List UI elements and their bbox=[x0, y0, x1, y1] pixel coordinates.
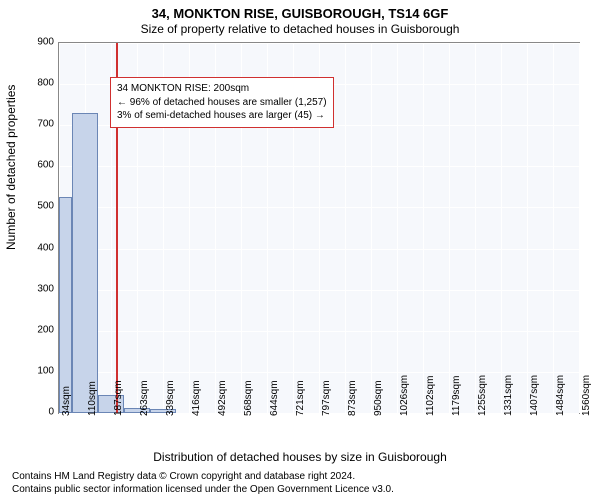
x-tick-label: 1026sqm bbox=[399, 375, 410, 416]
chart-container: 34, MONKTON RISE, GUISBOROUGH, TS14 6GF … bbox=[0, 0, 600, 500]
x-tick-label: 1331sqm bbox=[503, 375, 514, 416]
chart-subtitle: Size of property relative to detached ho… bbox=[0, 22, 600, 36]
x-tick-label: 492sqm bbox=[217, 380, 228, 416]
x-tick-label: 873sqm bbox=[347, 380, 358, 416]
x-tick-label: 1407sqm bbox=[529, 375, 540, 416]
gridline-h bbox=[59, 413, 579, 414]
footer-attribution: Contains HM Land Registry data © Crown c… bbox=[12, 471, 394, 496]
x-tick-label: 1179sqm bbox=[451, 376, 462, 416]
y-tick-label: 0 bbox=[48, 407, 54, 418]
gridline-v bbox=[553, 43, 554, 413]
y-tick-label: 100 bbox=[37, 365, 54, 376]
plot-area: 34 MONKTON RISE: 200sqm← 96% of detached… bbox=[58, 42, 580, 414]
y-tick-label: 500 bbox=[37, 201, 54, 212]
y-tick-label: 900 bbox=[37, 37, 54, 48]
gridline-v bbox=[501, 43, 502, 413]
callout-line2: ← 96% of detached houses are smaller (1,… bbox=[117, 96, 327, 110]
x-tick-label: 110sqm bbox=[87, 381, 98, 416]
gridline-v bbox=[527, 43, 528, 413]
y-tick-label: 600 bbox=[37, 160, 54, 171]
histogram-bar bbox=[59, 197, 72, 413]
callout-box: 34 MONKTON RISE: 200sqm← 96% of detached… bbox=[110, 77, 334, 128]
x-tick-label: 187sqm bbox=[113, 380, 124, 416]
y-tick-label: 300 bbox=[37, 283, 54, 294]
x-tick-label: 339sqm bbox=[165, 380, 176, 416]
gridline-v bbox=[371, 43, 372, 413]
gridline-v bbox=[397, 43, 398, 413]
chart-title: 34, MONKTON RISE, GUISBOROUGH, TS14 6GF bbox=[0, 6, 600, 21]
y-tick-label: 700 bbox=[37, 119, 54, 130]
x-tick-label: 416sqm bbox=[191, 380, 202, 416]
y-tick-label: 800 bbox=[37, 78, 54, 89]
x-tick-label: 1484sqm bbox=[555, 375, 566, 416]
x-tick-label: 721sqm bbox=[295, 380, 306, 416]
footer-line1: Contains HM Land Registry data © Crown c… bbox=[12, 471, 394, 484]
x-axis-label: Distribution of detached houses by size … bbox=[0, 450, 600, 464]
gridline-v bbox=[579, 43, 580, 413]
callout-line1: 34 MONKTON RISE: 200sqm bbox=[117, 82, 327, 96]
histogram-bar bbox=[72, 113, 98, 413]
x-tick-label: 644sqm bbox=[269, 380, 280, 416]
footer-line2: Contains public sector information licen… bbox=[12, 484, 394, 497]
x-tick-label: 1255sqm bbox=[477, 375, 488, 416]
x-tick-label: 568sqm bbox=[243, 380, 254, 416]
gridline-v bbox=[345, 43, 346, 413]
y-tick-label: 400 bbox=[37, 242, 54, 253]
x-tick-label: 1560sqm bbox=[581, 375, 592, 416]
gridline-v bbox=[449, 43, 450, 413]
x-tick-label: 34sqm bbox=[61, 386, 72, 416]
callout-line3: 3% of semi-detached houses are larger (4… bbox=[117, 109, 327, 123]
gridline-v bbox=[475, 43, 476, 413]
x-tick-label: 797sqm bbox=[321, 380, 332, 416]
y-axis-label: Number of detached properties bbox=[4, 85, 18, 250]
x-tick-label: 1102sqm bbox=[425, 376, 436, 416]
gridline-v bbox=[423, 43, 424, 413]
x-tick-label: 263sqm bbox=[139, 380, 150, 416]
y-tick-label: 200 bbox=[37, 324, 54, 335]
x-tick-label: 950sqm bbox=[373, 380, 384, 416]
